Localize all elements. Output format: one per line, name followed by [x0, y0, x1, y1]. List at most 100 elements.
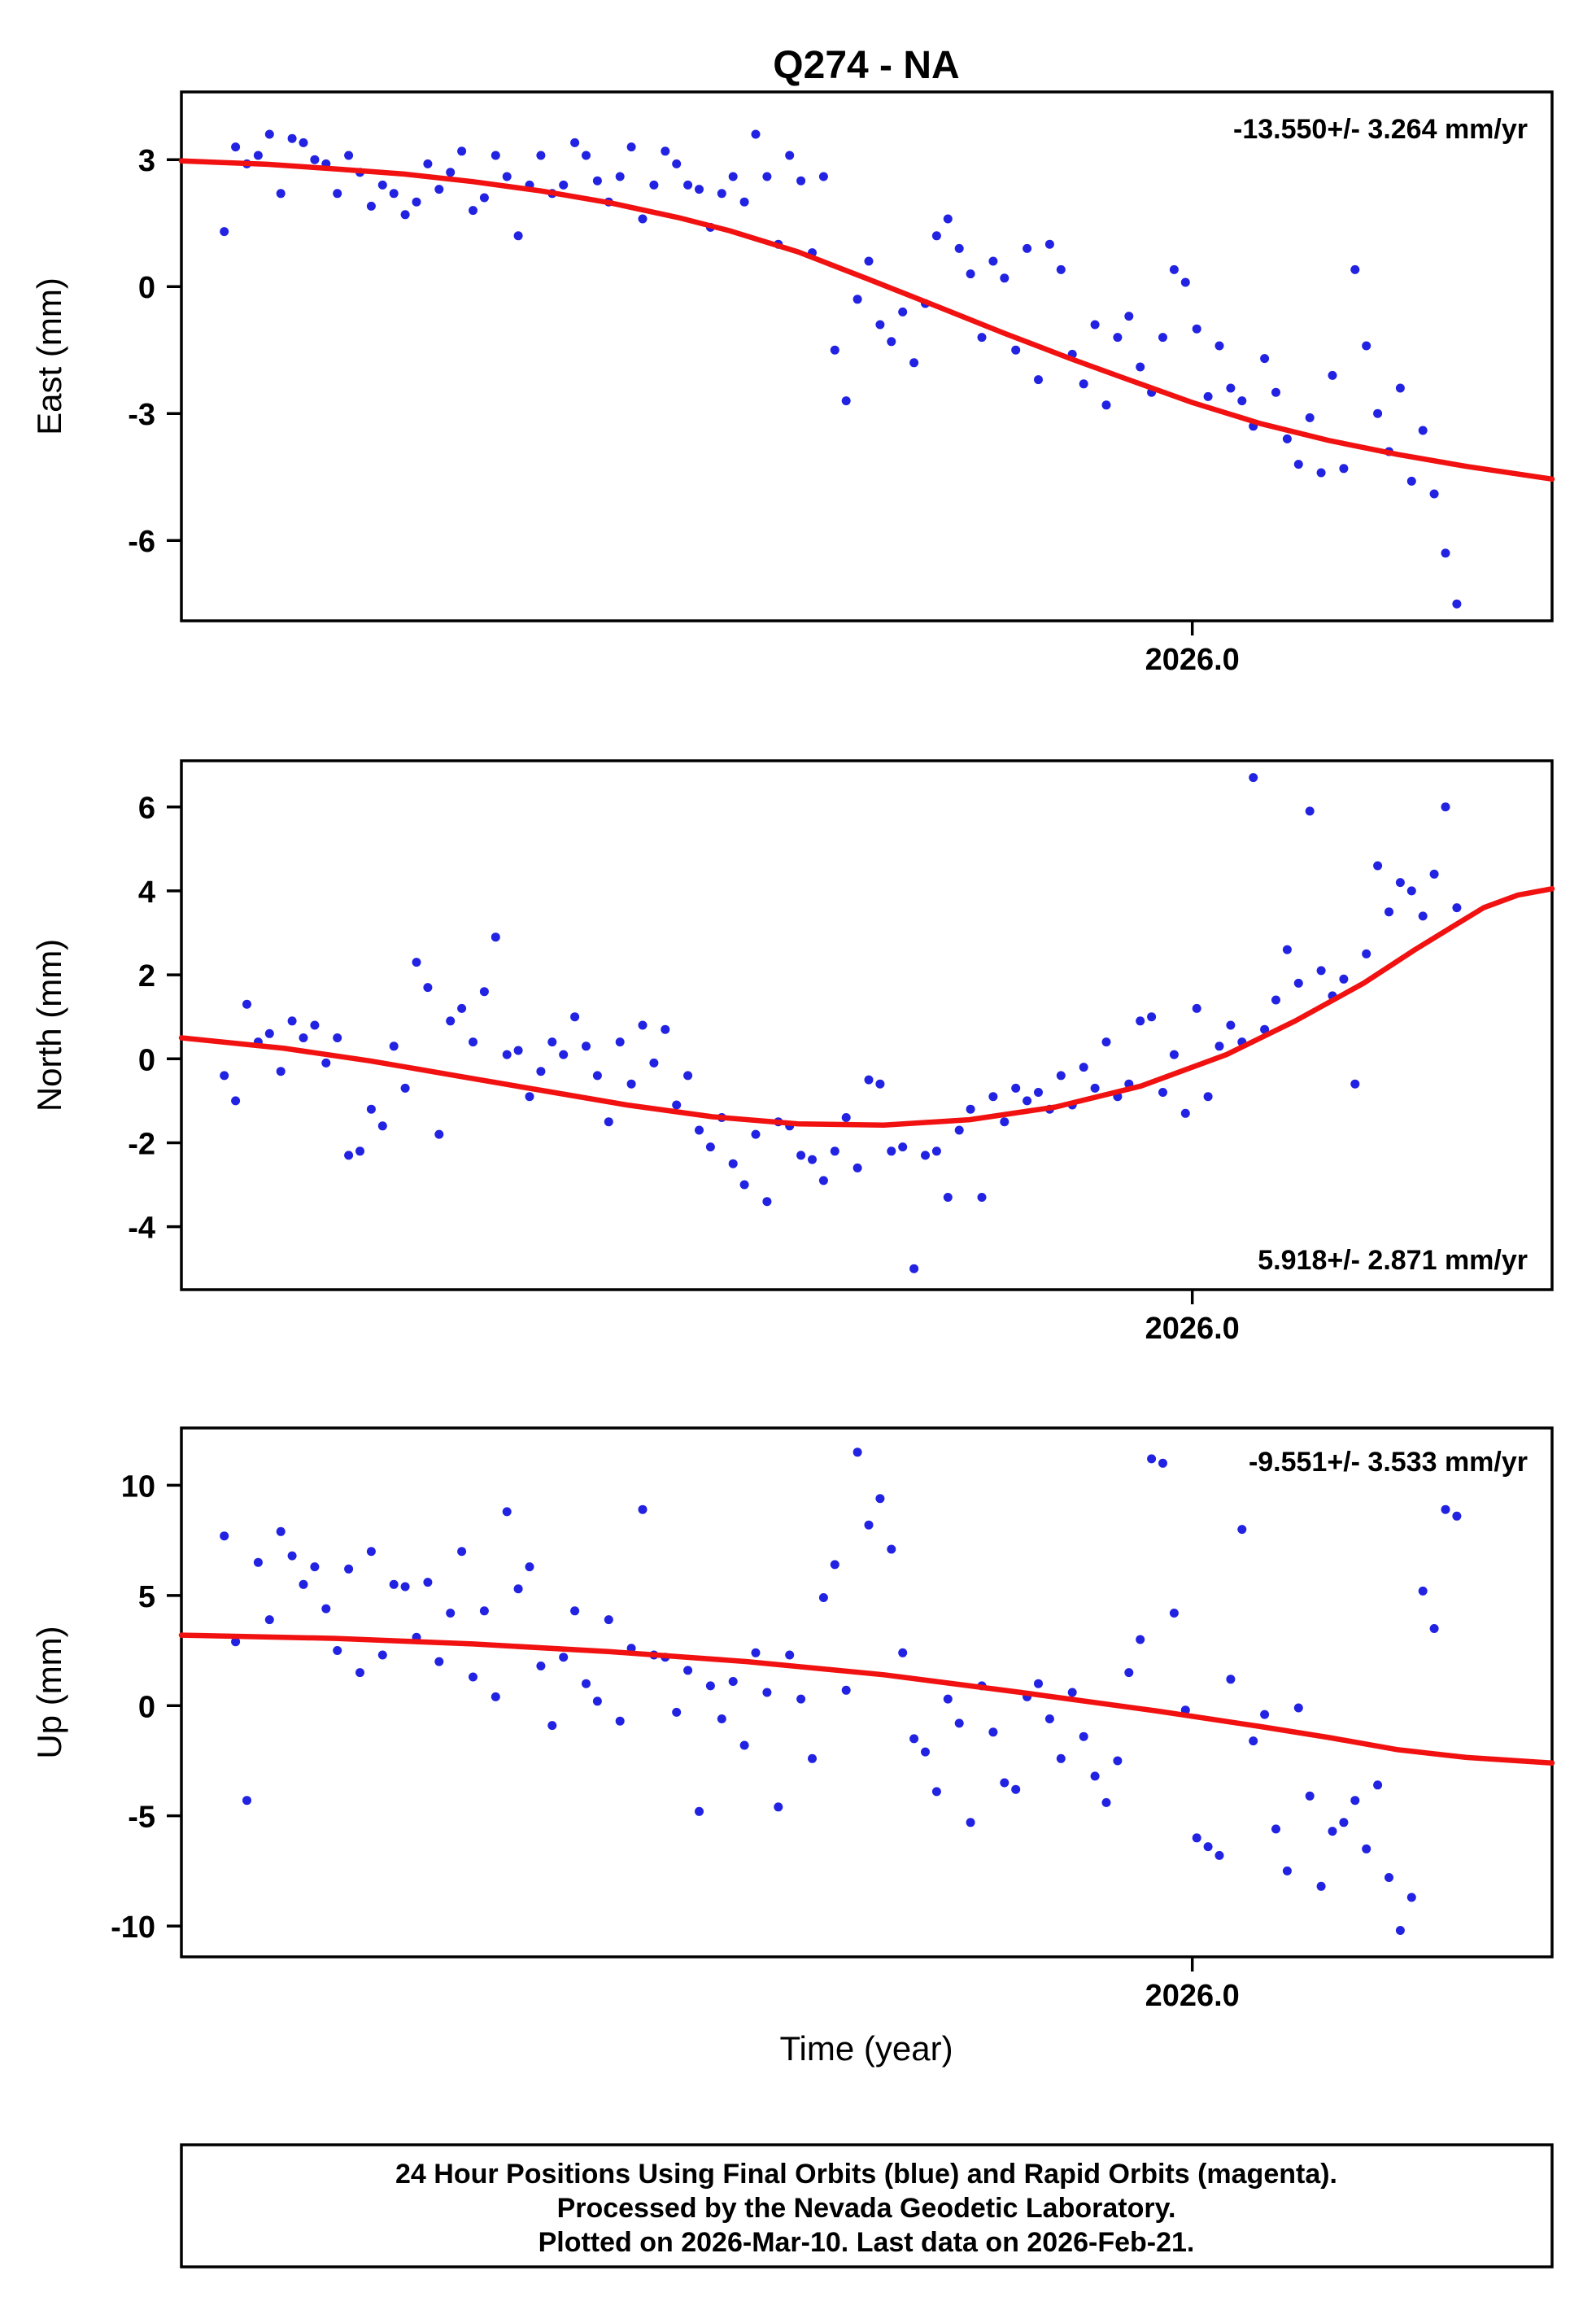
data-point: [728, 172, 738, 181]
data-point: [604, 1117, 613, 1127]
data-point: [966, 1104, 975, 1114]
data-point: [1090, 320, 1100, 330]
data-point: [389, 1579, 399, 1589]
data-point: [582, 1041, 591, 1051]
data-point: [1079, 379, 1088, 389]
data-point: [287, 1551, 297, 1561]
data-point: [661, 146, 670, 156]
data-point: [1406, 886, 1416, 896]
data-point: [785, 151, 795, 160]
data-point: [592, 1071, 602, 1081]
data-point: [672, 1707, 682, 1717]
y-tick-label: -5: [128, 1801, 155, 1835]
data-point: [400, 210, 410, 220]
data-point: [1169, 1050, 1179, 1059]
data-point: [366, 201, 376, 211]
data-point: [1056, 1071, 1066, 1081]
data-point: [1180, 277, 1190, 287]
data-point: [649, 1058, 659, 1068]
data-point: [615, 1037, 625, 1047]
data-point: [389, 1041, 399, 1051]
data-point: [649, 180, 659, 190]
y-tick-label: -4: [128, 1212, 155, 1246]
data-point: [321, 1604, 331, 1614]
data-point: [1418, 911, 1428, 921]
data-point: [299, 1579, 308, 1589]
data-point: [1406, 476, 1416, 486]
data-point: [728, 1677, 738, 1686]
data-point: [762, 1197, 772, 1207]
data-point: [921, 1747, 930, 1757]
data-point: [220, 1531, 229, 1541]
data-point: [1023, 243, 1032, 253]
data-point: [231, 142, 241, 152]
data-point: [513, 231, 523, 241]
data-point: [1282, 1866, 1292, 1876]
data-point: [513, 1584, 523, 1594]
data-point: [875, 1079, 885, 1089]
data-point: [1260, 1024, 1270, 1034]
data-point: [423, 1578, 433, 1587]
data-point: [1136, 362, 1145, 372]
data-point: [1090, 1771, 1100, 1781]
data-point: [1169, 264, 1179, 274]
data-point: [1147, 1454, 1157, 1464]
data-point: [355, 1668, 364, 1678]
data-point: [310, 1562, 320, 1572]
data-point: [310, 155, 320, 164]
data-point: [1113, 333, 1123, 343]
data-point: [841, 1685, 851, 1695]
data-point: [1418, 1586, 1428, 1596]
east-plot-area: 3 0 -3 -6 2026.0: [128, 90, 1555, 677]
data-point: [1441, 802, 1450, 812]
data-point: [841, 396, 851, 406]
data-point: [1429, 869, 1439, 879]
data-point: [751, 1129, 761, 1139]
data-point: [1136, 1635, 1145, 1644]
data-point: [1214, 1850, 1224, 1860]
data-point: [1249, 773, 1258, 783]
data-point: [525, 1562, 534, 1572]
data-point: [931, 1146, 941, 1156]
data-point: [887, 337, 896, 347]
data-point: [1067, 1688, 1077, 1697]
data-point: [457, 146, 467, 156]
plot-frame: [180, 1426, 1554, 1958]
data-point: [1316, 468, 1326, 478]
data-point: [1339, 1818, 1349, 1827]
data-point: [299, 138, 308, 147]
x-axis-label: Time (year): [779, 2029, 953, 2068]
data-point: [1158, 333, 1167, 343]
data-point: [943, 1694, 953, 1704]
data-point: [875, 320, 885, 330]
data-point: [525, 1092, 534, 1102]
data-point: [1192, 324, 1201, 334]
data-point: [1192, 1833, 1201, 1843]
data-point: [830, 345, 839, 355]
data-point: [1044, 1714, 1054, 1723]
data-point: [264, 129, 274, 139]
data-point: [966, 1818, 975, 1827]
data-point: [321, 1058, 331, 1068]
data-point: [423, 983, 433, 993]
data-point: [1452, 1511, 1462, 1521]
data-point: [988, 1092, 998, 1102]
data-point: [887, 1544, 896, 1554]
data-point: [536, 1067, 546, 1076]
data-point: [547, 1721, 557, 1731]
data-point: [887, 1146, 896, 1156]
data-point: [830, 1560, 839, 1570]
data-point: [469, 1037, 477, 1047]
y-tick-label: 0: [138, 1690, 155, 1724]
data-point: [1350, 264, 1360, 274]
data-point: [864, 1520, 874, 1530]
north-plot-area: 6 4 2 0 -2 -4 2026.0: [128, 759, 1555, 1346]
y-tick-label: 3: [138, 144, 155, 178]
data-point: [287, 133, 297, 143]
data-point: [626, 142, 636, 152]
data-point: [705, 1142, 715, 1152]
up-axis-label: Up (mm): [30, 1626, 68, 1758]
y-tick-label: 2: [138, 959, 155, 993]
data-point: [1395, 383, 1405, 393]
data-point: [796, 1694, 806, 1704]
